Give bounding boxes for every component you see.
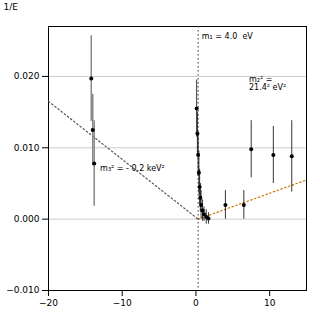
svg-text:m₁ = 4.0 eV: m₁ = 4.0 eV <box>202 32 254 41</box>
svg-text:−0.010: −0.010 <box>6 285 40 295</box>
svg-text:10: 10 <box>264 298 276 308</box>
svg-text:0.010: 0.010 <box>14 143 40 153</box>
svg-text:m₃² = - 0.2 keV²: m₃² = - 0.2 keV² <box>100 164 165 173</box>
svg-text:0.020: 0.020 <box>14 71 40 81</box>
svg-text:0.000: 0.000 <box>14 214 40 224</box>
svg-text:−20: −20 <box>39 298 58 308</box>
svg-text:0: 0 <box>193 298 199 308</box>
svg-text:m₂² =21.4² eV²: m₂² =21.4² eV² <box>249 75 286 92</box>
svg-text:−10: −10 <box>113 298 132 308</box>
svg-text:1/E: 1/E <box>4 2 19 12</box>
